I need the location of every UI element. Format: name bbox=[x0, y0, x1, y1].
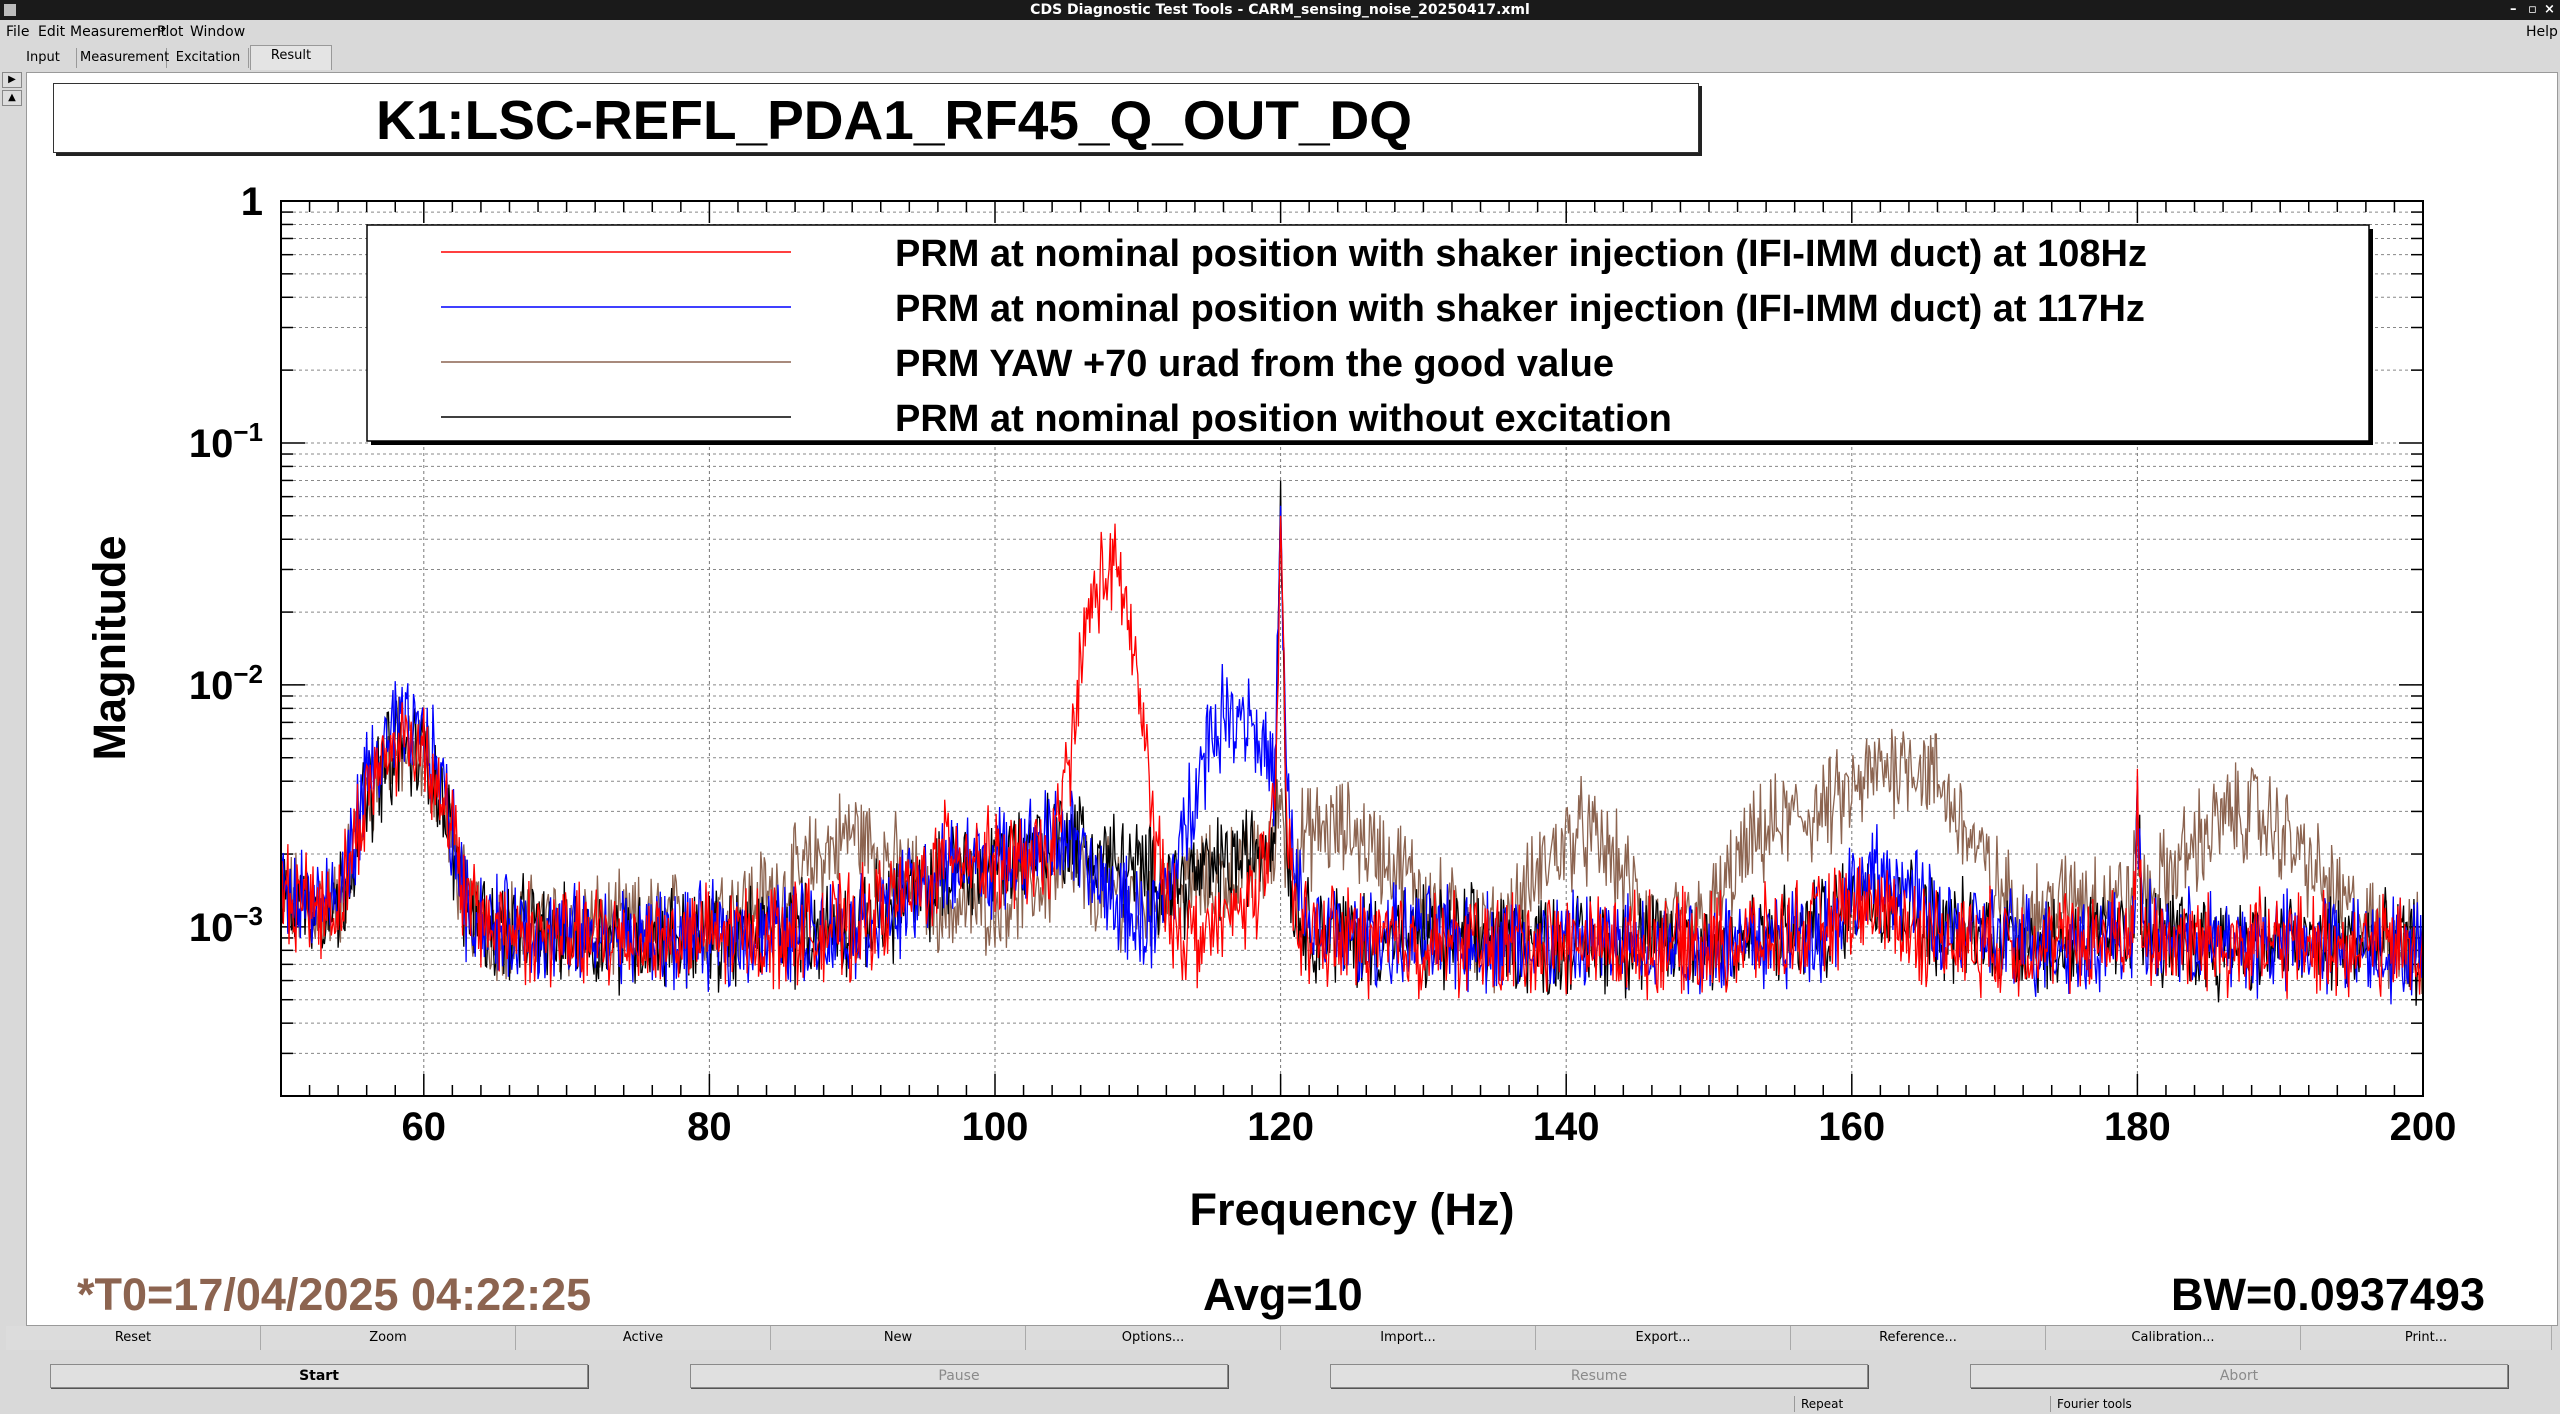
legend-box bbox=[366, 224, 2370, 442]
tab-bar: Input Measurement Excitation Result bbox=[0, 45, 2560, 71]
reset-button[interactable]: Reset bbox=[6, 1326, 261, 1350]
menu-measurement[interactable]: Measurement bbox=[70, 24, 167, 40]
export-button[interactable]: Export... bbox=[1536, 1326, 1791, 1350]
x-axis-label: Frequency (Hz) bbox=[1189, 1184, 1514, 1235]
options-button[interactable]: Options... bbox=[1026, 1326, 1281, 1350]
avg-label: Avg=10 bbox=[1203, 1269, 1363, 1320]
t0-label: *T0=17/04/2025 04:22:25 bbox=[77, 1269, 592, 1320]
data-traces bbox=[280, 480, 2424, 1006]
y-tick-label: 10−2 bbox=[189, 659, 263, 708]
x-tick-label: 180 bbox=[2104, 1105, 2171, 1149]
legend-label: PRM at nominal position with shaker inje… bbox=[895, 233, 2147, 275]
menu-edit[interactable]: Edit bbox=[38, 24, 66, 40]
tab-excitation[interactable]: Excitation bbox=[168, 48, 249, 68]
channel-title: K1:LSC-REFL_PDA1_RF45_Q_OUT_DQ bbox=[376, 89, 1413, 151]
x-tick-label: 120 bbox=[1247, 1105, 1314, 1149]
status-fourier-tools: Fourier tools bbox=[2050, 1396, 2307, 1412]
run-controls-row: Start Pause Resume Abort bbox=[0, 1364, 2560, 1394]
print-button[interactable]: Print... bbox=[2301, 1326, 2552, 1350]
plot-controls-row: Reset Zoom Active New Options... Import.… bbox=[6, 1326, 2556, 1352]
maximize-icon[interactable]: ▫ bbox=[2528, 2, 2537, 17]
y-tick-label: 1 bbox=[241, 180, 263, 224]
series-line bbox=[280, 515, 2424, 1001]
y-axis-label: Magnitude bbox=[84, 536, 135, 761]
minimize-icon[interactable]: – bbox=[2510, 2, 2517, 17]
x-tick-label: 200 bbox=[2390, 1105, 2457, 1149]
x-tick-label: 100 bbox=[962, 1105, 1029, 1149]
legend-label: PRM at nominal position without excitati… bbox=[895, 398, 1672, 440]
tab-result[interactable]: Result bbox=[250, 45, 332, 70]
left-strip: ▶ ▲ bbox=[2, 72, 24, 1324]
expand-right-icon[interactable]: ▶ bbox=[2, 72, 22, 88]
status-repeat: Repeat bbox=[1794, 1396, 2051, 1412]
legend-label: PRM YAW +70 urad from the good value bbox=[895, 343, 1614, 385]
window-title: CDS Diagnostic Test Tools - CARM_sensing… bbox=[1030, 2, 1530, 18]
menu-help[interactable]: Help bbox=[2526, 24, 2558, 40]
menubar: File Edit Measurement Plot Window Help bbox=[0, 21, 2560, 43]
x-tick-label: 60 bbox=[402, 1105, 447, 1149]
menu-window[interactable]: Window bbox=[190, 24, 246, 40]
tab-input[interactable]: Input bbox=[10, 48, 77, 68]
pause-button[interactable]: Pause bbox=[690, 1364, 1228, 1388]
menu-plot[interactable]: Plot bbox=[157, 24, 184, 40]
status-bar: Repeat Fourier tools bbox=[0, 1396, 2560, 1414]
close-icon[interactable]: × bbox=[2544, 2, 2555, 17]
resume-button[interactable]: Resume bbox=[1330, 1364, 1868, 1388]
plot-frame bbox=[280, 200, 2424, 1097]
reference-button[interactable]: Reference... bbox=[1791, 1326, 2046, 1350]
legend[interactable]: PRM at nominal position with shaker inje… bbox=[366, 224, 2373, 445]
menu-file[interactable]: File bbox=[6, 24, 30, 40]
new-button[interactable]: New bbox=[771, 1326, 1026, 1350]
abort-button[interactable]: Abort bbox=[1970, 1364, 2508, 1388]
expand-up-icon[interactable]: ▲ bbox=[2, 90, 22, 106]
x-tick-label: 140 bbox=[1533, 1105, 1600, 1149]
tab-measurement[interactable]: Measurement bbox=[80, 48, 169, 68]
bw-label: BW=0.0937493 bbox=[2171, 1269, 2485, 1320]
zoom-button[interactable]: Zoom bbox=[261, 1326, 516, 1350]
x-tick-label: 80 bbox=[687, 1105, 732, 1149]
y-tick-label: 10−1 bbox=[189, 417, 263, 466]
axis-ticks bbox=[280, 200, 2424, 1097]
start-button[interactable]: Start bbox=[50, 1364, 588, 1388]
active-button[interactable]: Active bbox=[516, 1326, 771, 1350]
plot-area[interactable]: 60 80 100 120 140 160 180 200 1 10−1 10−2 10−3 Freq… bbox=[27, 73, 2557, 1325]
legend-label: PRM at nominal position with shaker inje… bbox=[895, 288, 2145, 330]
calibration-button[interactable]: Calibration... bbox=[2046, 1326, 2301, 1350]
x-tick-label: 160 bbox=[1818, 1105, 1885, 1149]
tick-labels: 60 80 100 120 140 160 180 200 1 10−1 10−2 10−3 bbox=[189, 180, 2457, 1149]
plot-panel: K1:LSC-REFL_PDA1_RF45_Q_OUT_DQ 60 80 100 12… bbox=[26, 72, 2558, 1326]
import-button[interactable]: Import... bbox=[1281, 1326, 1536, 1350]
channel-title-box: K1:LSC-REFL_PDA1_RF45_Q_OUT_DQ bbox=[53, 83, 1699, 153]
y-tick-label: 10−3 bbox=[189, 901, 263, 950]
app-icon[interactable] bbox=[4, 4, 16, 16]
window-titlebar: CDS Diagnostic Test Tools - CARM_sensing… bbox=[0, 0, 2560, 20]
